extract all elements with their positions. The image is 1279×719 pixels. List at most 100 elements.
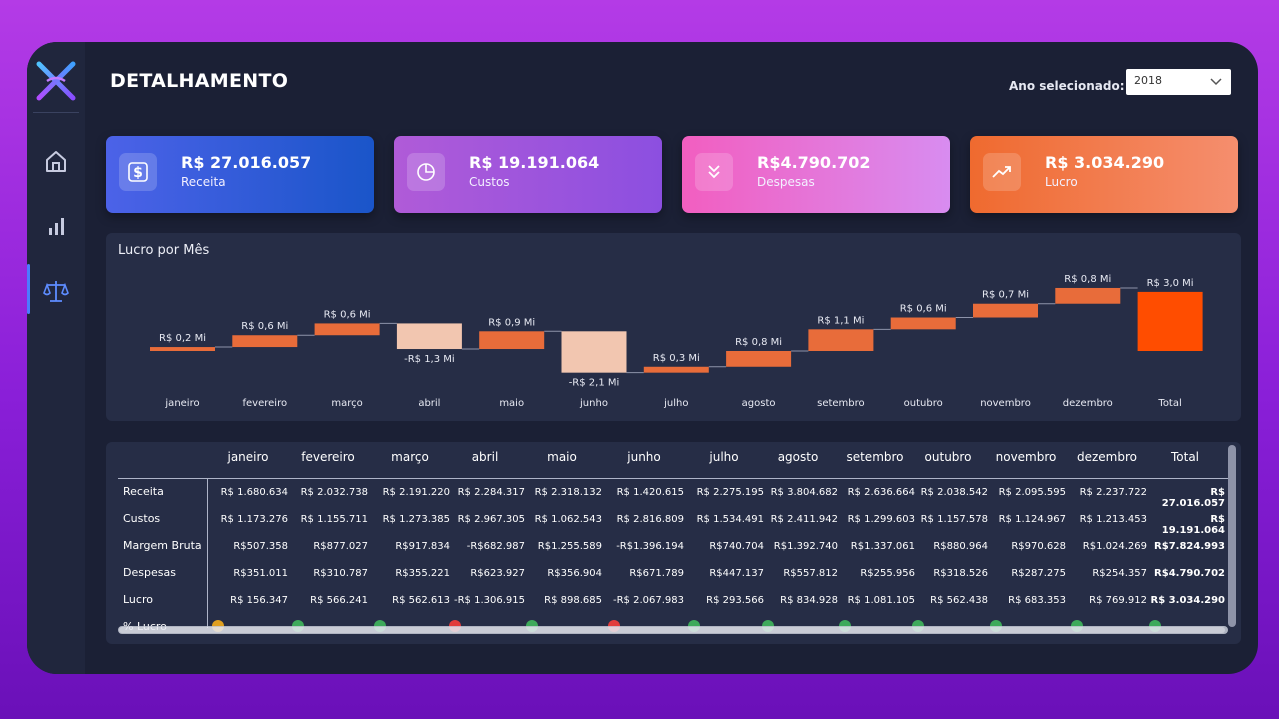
waterfall-bar[interactable]: [396, 323, 462, 350]
table-cell: R$ 898.685: [544, 595, 602, 606]
horizontal-scrollbar-thumb[interactable]: [119, 627, 1225, 633]
table-cell: R$877.027: [313, 541, 368, 552]
table-cell: R$ 1.062.543: [534, 514, 602, 525]
table-cell: R$ 2.275.195: [696, 487, 764, 498]
table-cell: R$ 1.157.578: [920, 514, 988, 525]
kpi-card-despesas: R$4.790.702 Despesas: [682, 136, 950, 213]
kpi-label: Receita: [181, 175, 226, 189]
table-cell: R$ 3.034.290: [1150, 595, 1225, 606]
table-cell: R$ 2.411.942: [770, 514, 838, 525]
table-cell: R$351.011: [233, 568, 288, 579]
row-header: Despesas: [123, 566, 176, 579]
waterfall-bar[interactable]: [232, 335, 298, 348]
table-cell: -R$682.987: [466, 541, 525, 552]
data-label: R$ 1,1 Mi: [817, 315, 864, 326]
horizontal-scrollbar[interactable]: [118, 626, 1228, 634]
chevron-down-icon: [1210, 78, 1222, 86]
waterfall-bar[interactable]: [726, 351, 792, 367]
column-header[interactable]: novembro: [995, 450, 1057, 464]
table-cell: R$1.337.061: [850, 541, 915, 552]
x-tick-label: setembro: [817, 398, 865, 409]
waterfall-bar[interactable]: [561, 331, 627, 373]
trend-up-icon: [983, 153, 1021, 191]
table-cell: R$ 19.191.064: [1161, 514, 1225, 536]
row-header: Margem Bruta: [123, 539, 202, 552]
bar-chart-icon[interactable]: [42, 212, 70, 240]
column-header[interactable]: setembro: [846, 450, 904, 464]
table-cell: R$ 1.213.453: [1079, 514, 1147, 525]
table-cell: R$356.904: [547, 568, 602, 579]
x-tick-label: março: [331, 398, 362, 409]
table-cell: R$ 834.928: [780, 595, 838, 606]
column-header[interactable]: junho: [627, 450, 661, 464]
table-cell: R$255.956: [860, 568, 915, 579]
x-tick-label: Total: [1157, 398, 1181, 409]
table-cell: R$ 2.318.132: [534, 487, 602, 498]
table-cell: R$917.834: [395, 541, 450, 552]
table-cell: R$ 293.566: [706, 595, 764, 606]
table-cell: -R$1.396.194: [616, 541, 684, 552]
kpi-value: R$ 19.191.064: [469, 153, 600, 172]
sidebar-divider: [33, 112, 79, 113]
data-label: -R$ 1,3 Mi: [404, 354, 455, 365]
waterfall-svg: R$ 0,2 Mi janeiro R$ 0,6 Mi fevereiro R$ 0,6…: [150, 274, 1203, 409]
table-cell: R$4.790.702: [1154, 568, 1225, 579]
x-tick-label: abril: [418, 398, 440, 409]
table-cell: R$ 1.299.603: [847, 514, 915, 525]
profit-waterfall-chart: Lucro por Mês R$ 0,2 Mi janeiro R$ 0,6 Mi f…: [106, 233, 1241, 421]
table-cell: R$ 1.420.615: [616, 487, 684, 498]
chart-title: Lucro por Mês: [118, 243, 210, 258]
x-tick-label: dezembro: [1063, 398, 1113, 409]
x-tick-label: agosto: [742, 398, 776, 409]
kpi-card-receita: $ R$ 27.016.057 Receita: [106, 136, 374, 213]
table-cell: -R$ 1.306.915: [454, 595, 525, 606]
kpi-card-custos: R$ 19.191.064 Custos: [394, 136, 662, 213]
table-cell: R$ 566.241: [310, 595, 368, 606]
column-header[interactable]: janeiro: [227, 450, 269, 464]
pie-chart-icon: [407, 153, 445, 191]
sidebar: [27, 42, 85, 674]
table-cell: R$ 562.438: [930, 595, 988, 606]
table-row-header-divider: [207, 478, 208, 628]
waterfall-bar[interactable]: [479, 331, 545, 350]
active-nav-indicator: [27, 264, 30, 314]
column-header[interactable]: dezembro: [1077, 450, 1137, 464]
table-cell: R$ 1.680.634: [220, 487, 288, 498]
column-header[interactable]: março: [391, 450, 429, 464]
table-cell: R$ 1.124.967: [998, 514, 1066, 525]
waterfall-bar[interactable]: [1055, 287, 1121, 304]
table-cell: R$671.789: [629, 568, 684, 579]
vertical-scrollbar[interactable]: [1228, 445, 1236, 627]
waterfall-bar[interactable]: [150, 347, 215, 351]
data-label: R$ 0,6 Mi: [324, 309, 371, 320]
column-header[interactable]: maio: [547, 450, 577, 464]
year-dropdown-value: 2018: [1134, 74, 1162, 87]
column-header[interactable]: agosto: [777, 450, 819, 464]
waterfall-bar[interactable]: [890, 317, 956, 330]
column-header[interactable]: fevereiro: [301, 450, 355, 464]
waterfall-bar[interactable]: [973, 303, 1038, 318]
data-label: R$ 3,0 Mi: [1147, 278, 1194, 289]
waterfall-bar[interactable]: [643, 366, 709, 373]
table-cell: R$1.255.589: [537, 541, 602, 552]
table-cell: R$ 2.284.317: [457, 487, 525, 498]
column-header[interactable]: julho: [709, 450, 739, 464]
page-title: DETALHAMENTO: [110, 70, 289, 92]
home-icon[interactable]: [42, 147, 70, 175]
data-label: R$ 0,8 Mi: [1064, 274, 1111, 285]
table-cell: R$557.812: [783, 568, 838, 579]
x-tick-label: julho: [663, 398, 688, 409]
column-header[interactable]: abril: [471, 450, 499, 464]
data-label: R$ 0,2 Mi: [159, 333, 206, 344]
column-header[interactable]: Total: [1170, 450, 1200, 464]
waterfall-bar[interactable]: [808, 329, 874, 351]
x-tick-label: outubro: [904, 398, 943, 409]
waterfall-bar[interactable]: [1137, 291, 1203, 351]
scale-icon[interactable]: [42, 277, 70, 305]
table-cell: R$ 2.636.664: [847, 487, 915, 498]
kpi-value: R$ 3.034.290: [1045, 153, 1165, 172]
waterfall-bar[interactable]: [314, 323, 380, 336]
column-header[interactable]: outubro: [924, 450, 972, 464]
year-dropdown[interactable]: 2018: [1126, 69, 1231, 95]
data-label: R$ 0,7 Mi: [982, 290, 1029, 301]
